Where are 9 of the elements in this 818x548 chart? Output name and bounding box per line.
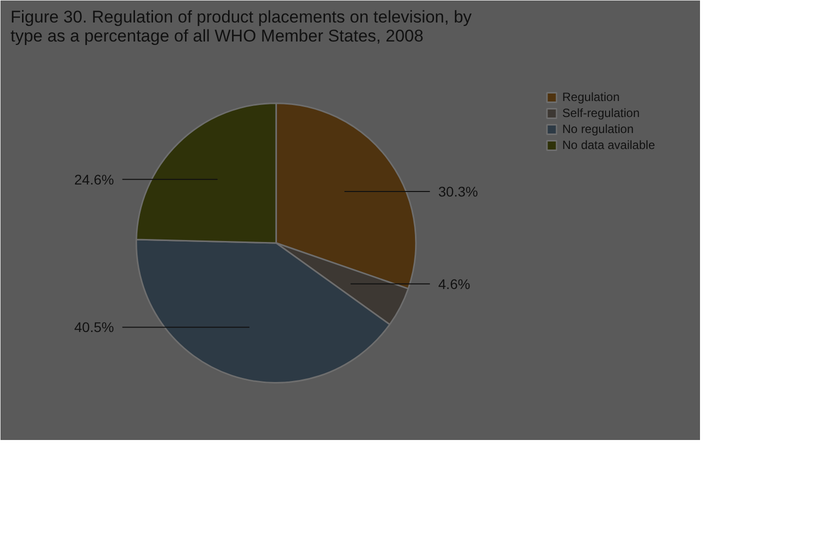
legend-label: No regulation (562, 122, 634, 136)
legend-label: Regulation (562, 90, 620, 104)
legend-label: No data available (562, 138, 655, 152)
data-label: 30.3% (438, 183, 478, 200)
legend-label: Self-regulation (562, 106, 640, 120)
chart-title: Figure 30. Regulation of product placements on television, by type as a percentage of all WHO Member States, 2008 (10, 8, 472, 46)
data-label: 40.5% (74, 319, 114, 336)
data-label: 24.6% (74, 171, 114, 188)
data-label: 4.6% (438, 276, 470, 292)
